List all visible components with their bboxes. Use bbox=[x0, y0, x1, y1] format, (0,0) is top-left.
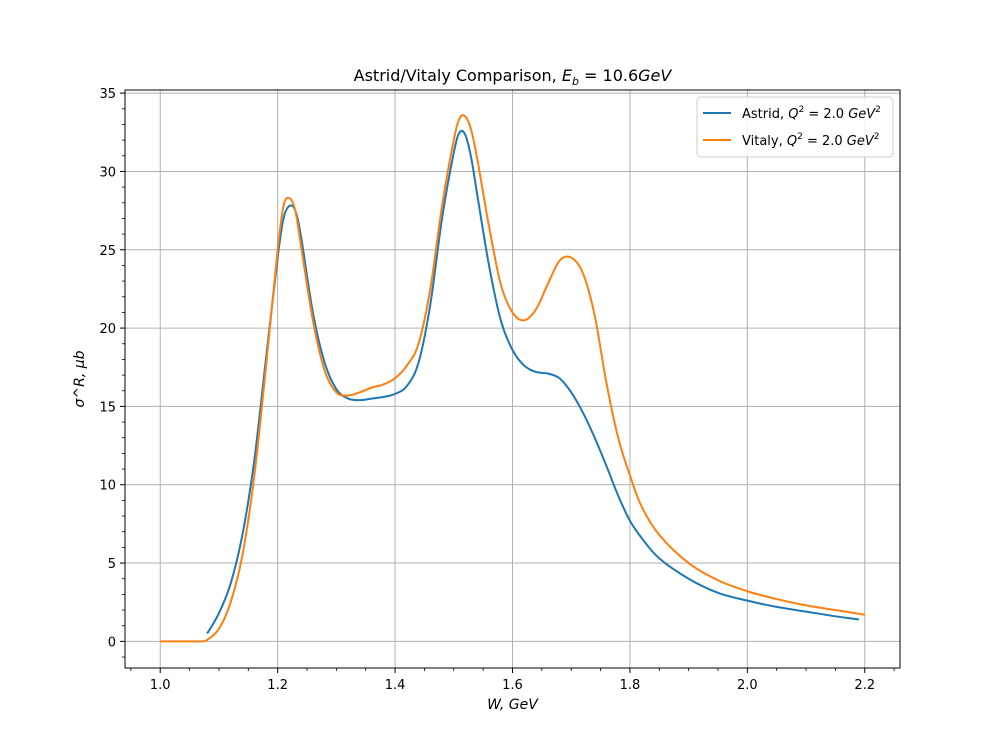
legend-label-sym: Q bbox=[788, 107, 798, 122]
y-tick-label: 10 bbox=[99, 479, 116, 494]
legend-label-sym: Q bbox=[787, 134, 797, 149]
title-unit: GeV bbox=[638, 66, 672, 85]
chart-title: Astrid/Vitaly Comparison, Eb = 10.6GeV bbox=[354, 66, 673, 88]
y-tick-label: 25 bbox=[99, 244, 116, 259]
x-tick-label: 1.6 bbox=[502, 678, 523, 693]
series-line-astrid bbox=[206, 129, 860, 635]
series-layer bbox=[160, 114, 865, 643]
x-tick-label: 1.2 bbox=[267, 678, 288, 693]
x-axis-label: W, GeV bbox=[487, 697, 539, 713]
legend-label: Astrid, Q2 = 2.0 GeV2 bbox=[742, 105, 881, 122]
y-axis-label: σ^R, μb bbox=[72, 350, 88, 407]
legend-label-unit: GeV bbox=[847, 134, 875, 149]
legend-label-sup: 2 bbox=[798, 105, 804, 115]
legend-label-prefix: Vitaly, bbox=[742, 134, 787, 149]
x-tick-label: 2.0 bbox=[737, 678, 758, 693]
series-line-vitaly bbox=[160, 114, 865, 643]
legend-label-unit-sup: 2 bbox=[875, 105, 881, 115]
y-tick-label: 5 bbox=[108, 557, 116, 572]
legend-box bbox=[696, 96, 894, 158]
x-tick-label: 1.8 bbox=[620, 678, 641, 693]
legend-label-unit-sup: 2 bbox=[874, 132, 880, 142]
y-tick-label: 20 bbox=[99, 322, 116, 337]
legend-label-mid: = 2.0 bbox=[803, 134, 847, 149]
x-tick-label: 1.4 bbox=[385, 678, 406, 693]
title-prefix: Astrid/Vitaly Comparison, bbox=[354, 66, 562, 85]
axes-ticks: 1.0 1.2 1.4 1.6 1.8 2.0 2.2 0 5 10 15 20 25 30 35 bbox=[99, 87, 895, 693]
legend-label-sup: 2 bbox=[797, 132, 803, 142]
y-tick-label: 35 bbox=[99, 87, 116, 102]
title-sym: E bbox=[562, 66, 573, 85]
legend-label-prefix: Astrid, bbox=[742, 107, 788, 122]
y-tick-label: 15 bbox=[99, 400, 116, 415]
grid bbox=[125, 90, 900, 668]
x-tick-label: 1.0 bbox=[150, 678, 171, 693]
y-tick-label: 0 bbox=[108, 635, 116, 650]
title-suffix: = 10.6 bbox=[579, 66, 638, 85]
y-tick-label: 30 bbox=[99, 165, 116, 180]
legend-label-unit: GeV bbox=[848, 107, 876, 122]
legend-label-mid: = 2.0 bbox=[804, 107, 848, 122]
title-sub: b bbox=[572, 75, 579, 88]
x-tick-label: 2.2 bbox=[854, 678, 875, 693]
legend-label: Vitaly, Q2 = 2.0 GeV2 bbox=[742, 132, 880, 149]
